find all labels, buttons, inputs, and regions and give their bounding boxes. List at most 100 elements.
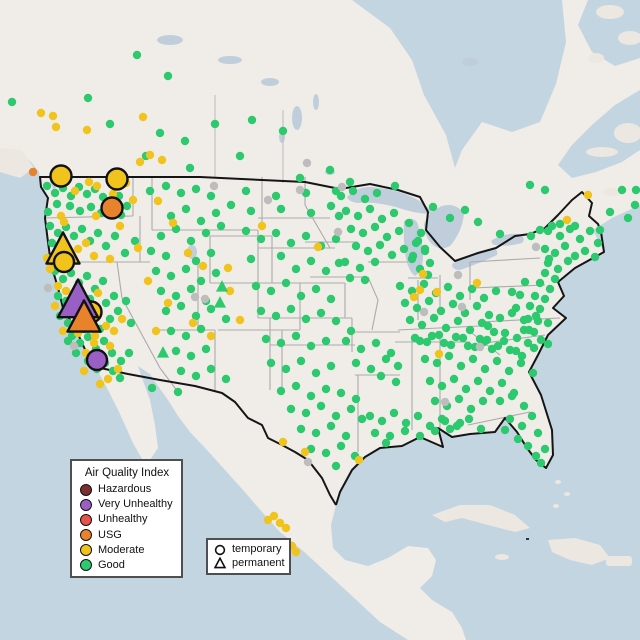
station-dot-good xyxy=(321,266,331,276)
station-dot-good xyxy=(605,207,615,217)
station-dot-good xyxy=(186,351,196,361)
station-dot-good xyxy=(181,204,191,214)
station-dot-moderate xyxy=(168,218,178,228)
station-dot-good xyxy=(105,119,115,129)
station-dot-good xyxy=(468,354,478,364)
station-dot-good xyxy=(377,214,387,224)
station-dot-good xyxy=(401,418,411,428)
station-dot-moderate xyxy=(59,217,69,227)
permanent-triangle-icon xyxy=(214,557,226,569)
station-dot-good xyxy=(276,338,286,348)
station-dot-good xyxy=(348,186,358,196)
station-dot-good xyxy=(58,274,68,284)
station-dot-moderate xyxy=(198,261,208,271)
station-dot-moderate xyxy=(91,211,101,221)
usg-swatch-icon xyxy=(80,529,92,542)
legend-item-usg: USG xyxy=(80,529,174,542)
station-dot-good xyxy=(441,323,451,333)
station-dot-moderate xyxy=(93,288,103,298)
station-dot-good xyxy=(372,188,382,198)
station-dot-good xyxy=(390,181,400,191)
station-dot-good xyxy=(451,332,461,342)
station-dot-moderate xyxy=(263,515,273,525)
station-dot-good xyxy=(555,231,565,241)
station-dot-good xyxy=(437,381,447,391)
station-dot-good xyxy=(176,366,186,376)
station-dot-good xyxy=(341,206,351,216)
station-dot-good xyxy=(473,376,483,386)
station-dot-good xyxy=(371,338,381,348)
station-dot-good xyxy=(341,336,351,346)
station-dot-good xyxy=(425,258,435,268)
station-dot-good xyxy=(391,377,401,387)
station-dot-good xyxy=(191,311,201,321)
station-dot-good xyxy=(306,208,316,218)
station-dot-moderate xyxy=(354,455,364,465)
stations-layer xyxy=(7,50,640,557)
station-dot-good xyxy=(382,232,392,242)
lake xyxy=(261,78,279,86)
station-dot-good xyxy=(483,321,493,331)
station-dot-good xyxy=(547,221,557,231)
legend-item-unhealthy: Unhealthy xyxy=(80,513,174,526)
station-dot-good xyxy=(495,396,505,406)
station-dot-good xyxy=(570,251,580,261)
station-dot-good xyxy=(356,344,366,354)
arctic-island xyxy=(618,31,640,45)
station-dot-moderate xyxy=(223,263,233,273)
station-dot-good xyxy=(336,191,346,201)
station-dot-good xyxy=(301,408,311,418)
station-dot-good xyxy=(191,371,201,381)
station-dot-good xyxy=(530,291,540,301)
station-dot-missing xyxy=(475,342,485,352)
station-dot-moderate xyxy=(409,292,419,302)
station-dot-moderate xyxy=(275,518,285,528)
station-dot-good xyxy=(115,373,125,383)
station-dot-good xyxy=(221,374,231,384)
station-dot-moderate xyxy=(583,190,593,200)
station-dot-good xyxy=(432,358,442,368)
station-dot-moderate xyxy=(432,287,442,297)
station-dot-moderate xyxy=(291,547,301,557)
station-dot-moderate xyxy=(84,177,94,187)
station-dot-good xyxy=(331,234,341,244)
station-dot-good xyxy=(7,97,17,107)
station-dot-good xyxy=(370,222,380,232)
station-dot-good xyxy=(296,356,306,366)
station-dot-good xyxy=(171,291,181,301)
vancouver-island xyxy=(0,148,34,178)
station-dot-good xyxy=(161,306,171,316)
moderate-swatch-icon xyxy=(80,544,92,557)
station-dot-moderate xyxy=(418,269,428,279)
station-dot-good xyxy=(156,286,166,296)
station-dot-good xyxy=(181,331,191,341)
station-dot-good xyxy=(146,246,156,256)
station-dot-good xyxy=(526,231,536,241)
lake-superior xyxy=(347,187,433,214)
legend-item-label: Hazardous xyxy=(98,483,152,496)
unhealthy-swatch-icon xyxy=(80,513,92,526)
station-dot-good xyxy=(466,404,476,414)
station-dot-good xyxy=(241,226,251,236)
station-dot-good xyxy=(472,301,482,311)
station-dot-good xyxy=(311,428,321,438)
station-dot-good xyxy=(186,236,196,246)
station-dot-good xyxy=(527,411,537,421)
station-dot-missing xyxy=(453,270,463,280)
station-dot-good xyxy=(497,378,507,388)
station-dot-good xyxy=(420,354,430,364)
station-dot-moderate xyxy=(188,318,198,328)
hispaniola xyxy=(548,538,610,565)
station-dot-good xyxy=(326,294,336,304)
station-dot-good xyxy=(110,231,120,241)
station-dot-good xyxy=(495,313,505,323)
station-dot-moderate xyxy=(58,326,68,336)
station-dot-moderate xyxy=(278,437,288,447)
station-dot-good xyxy=(366,364,376,374)
puerto-rico xyxy=(606,556,632,566)
station-dot-good xyxy=(221,314,231,324)
jamaica xyxy=(495,554,509,560)
station-dot-moderate xyxy=(109,326,119,336)
station-dot-good xyxy=(211,208,221,218)
station-dot-good xyxy=(516,358,526,368)
